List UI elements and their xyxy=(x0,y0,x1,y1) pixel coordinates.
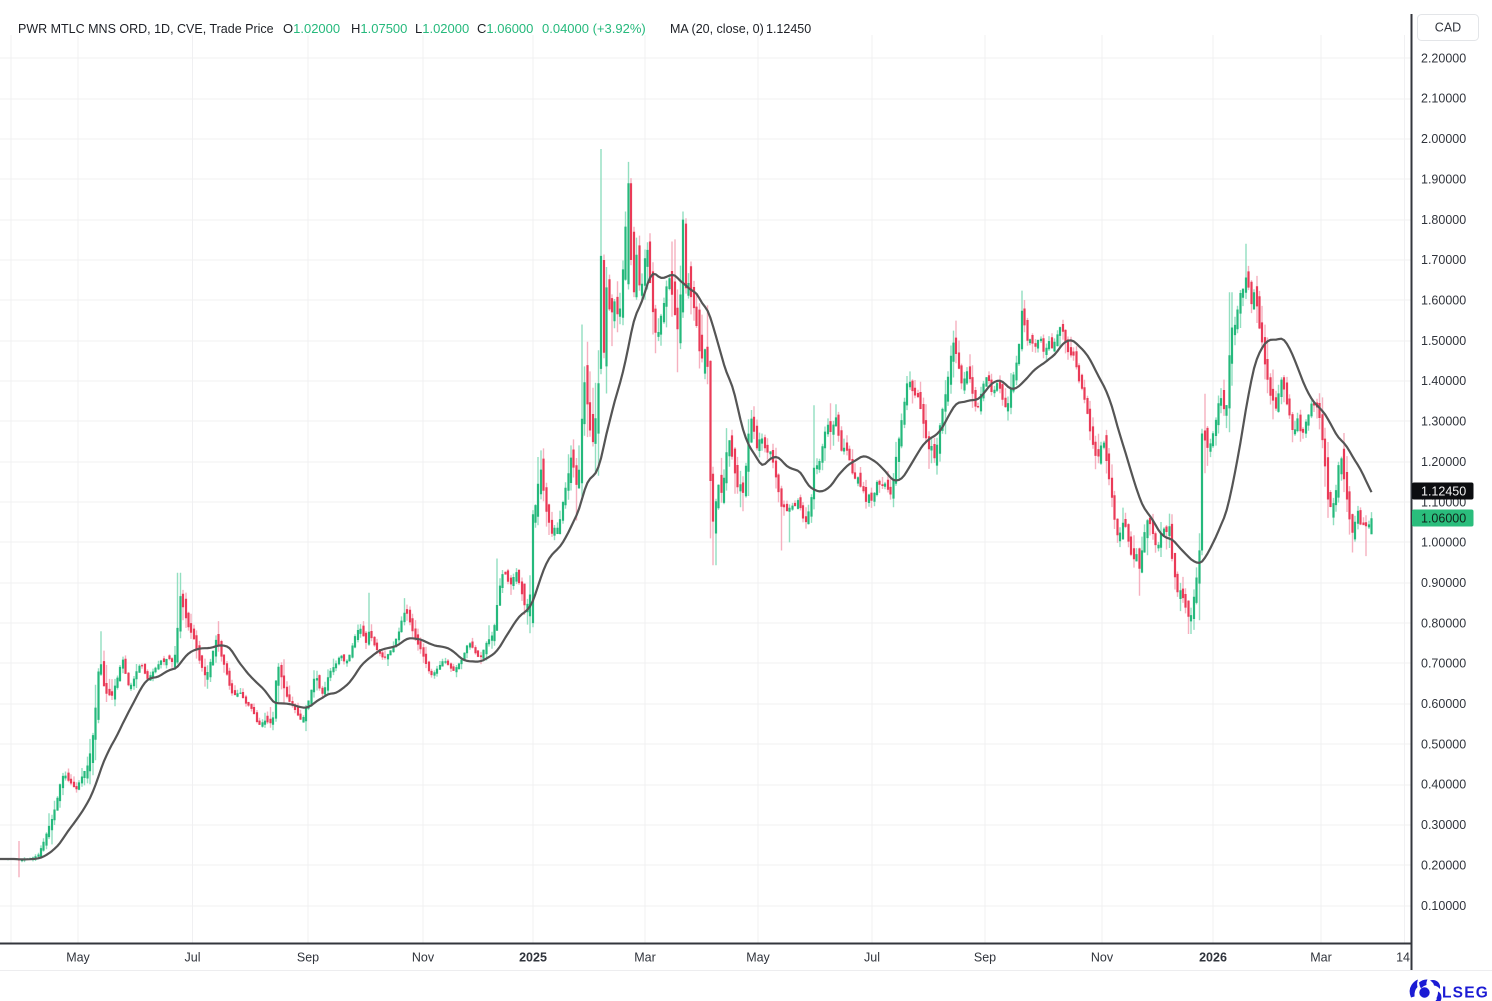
svg-text:1.12450: 1.12450 xyxy=(1421,485,1466,499)
svg-text:CAD: CAD xyxy=(1435,21,1461,35)
svg-text:2025: 2025 xyxy=(519,951,547,965)
svg-text:Mar: Mar xyxy=(1310,951,1332,965)
svg-text:1.20000: 1.20000 xyxy=(1421,455,1466,469)
svg-text:0.20000: 0.20000 xyxy=(1421,858,1466,872)
svg-text:0.10000: 0.10000 xyxy=(1421,899,1466,913)
svg-text:1.40000: 1.40000 xyxy=(1421,374,1466,388)
svg-text:0.60000: 0.60000 xyxy=(1421,697,1466,711)
svg-text:MA (20, close, 0): MA (20, close, 0) xyxy=(670,22,764,36)
svg-text:Sep: Sep xyxy=(297,951,319,965)
svg-text:0.70000: 0.70000 xyxy=(1421,657,1466,671)
svg-text:1.90000: 1.90000 xyxy=(1421,172,1466,186)
svg-text:1.70000: 1.70000 xyxy=(1421,253,1466,267)
svg-text:Nov: Nov xyxy=(1091,951,1114,965)
svg-text:Mar: Mar xyxy=(634,951,656,965)
svg-text:1.12450: 1.12450 xyxy=(766,22,811,36)
svg-text:1.00000: 1.00000 xyxy=(1421,536,1466,550)
svg-text:1.50000: 1.50000 xyxy=(1421,334,1466,348)
svg-text:LSEG: LSEG xyxy=(1442,985,1489,1001)
svg-text:Sep: Sep xyxy=(974,951,996,965)
svg-text:2026: 2026 xyxy=(1199,951,1227,965)
svg-text:PWR MTLC MNS ORD, 1D, CVE, Tra: PWR MTLC MNS ORD, 1D, CVE, Trade Price xyxy=(18,22,274,36)
svg-text:0.30000: 0.30000 xyxy=(1421,818,1466,832)
svg-text:1.30000: 1.30000 xyxy=(1421,415,1466,429)
svg-text:Nov: Nov xyxy=(412,951,435,965)
svg-text:May: May xyxy=(746,951,770,965)
svg-text:Jul: Jul xyxy=(864,951,880,965)
svg-text:2.20000: 2.20000 xyxy=(1421,51,1466,65)
svg-text:C1.06000: C1.06000 xyxy=(477,21,533,36)
svg-text:L1.02000: L1.02000 xyxy=(415,21,469,36)
svg-text:0.50000: 0.50000 xyxy=(1421,737,1466,751)
svg-text:0.90000: 0.90000 xyxy=(1421,576,1466,590)
svg-text:Jul: Jul xyxy=(185,951,201,965)
svg-text:H1.07500: H1.07500 xyxy=(351,21,407,36)
svg-text:2.10000: 2.10000 xyxy=(1421,92,1466,106)
svg-text:O1.02000: O1.02000 xyxy=(283,21,340,36)
svg-text:1.80000: 1.80000 xyxy=(1421,213,1466,227)
svg-text:2.00000: 2.00000 xyxy=(1421,132,1466,146)
svg-text:May: May xyxy=(66,951,90,965)
svg-text:0.40000: 0.40000 xyxy=(1421,778,1466,792)
svg-text:0.80000: 0.80000 xyxy=(1421,616,1466,630)
svg-text:0.04000 (+3.92%): 0.04000 (+3.92%) xyxy=(542,21,646,36)
svg-text:1.60000: 1.60000 xyxy=(1421,294,1466,308)
svg-text:14: 14 xyxy=(1396,951,1410,965)
svg-text:1.06000: 1.06000 xyxy=(1421,512,1466,526)
